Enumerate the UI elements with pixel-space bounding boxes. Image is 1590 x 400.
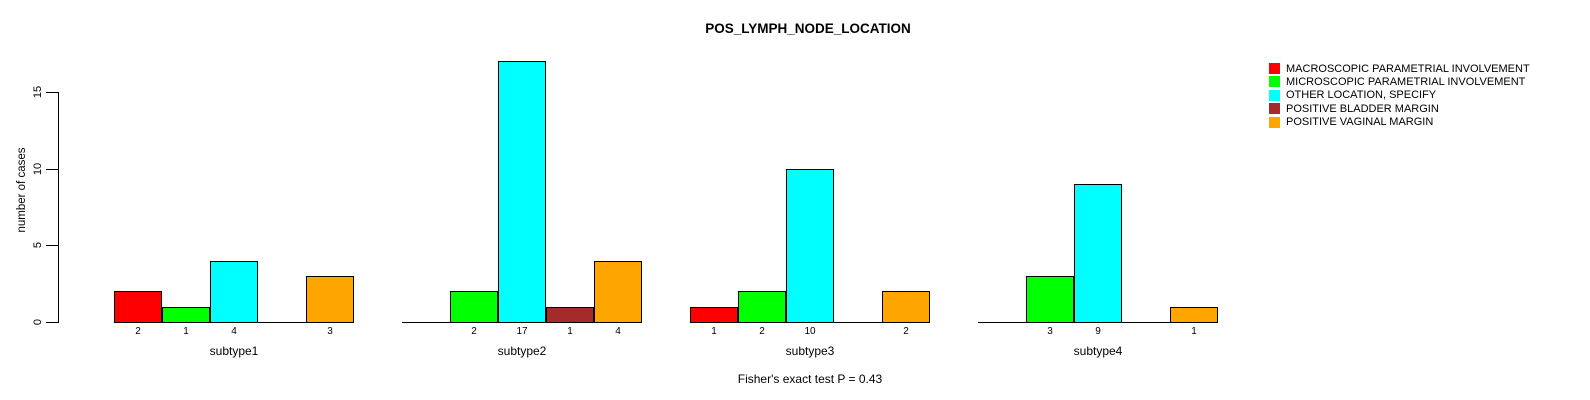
bar bbox=[1170, 307, 1218, 323]
bar-value-label: 2 bbox=[759, 326, 765, 337]
legend-swatch bbox=[1269, 76, 1280, 87]
legend-swatch bbox=[1269, 63, 1280, 74]
bar-value-label: 1 bbox=[183, 326, 189, 337]
bar bbox=[162, 307, 210, 323]
y-tick-mark bbox=[46, 322, 58, 323]
legend-label: OTHER LOCATION, SPECIFY bbox=[1286, 89, 1437, 101]
category-label: subtype2 bbox=[497, 344, 547, 358]
bar bbox=[114, 291, 162, 323]
bar-value-label: 3 bbox=[327, 326, 333, 337]
bar bbox=[1074, 184, 1122, 323]
bar bbox=[1026, 276, 1074, 323]
bar bbox=[882, 291, 930, 323]
bar-value-label: 9 bbox=[1095, 326, 1101, 337]
y-tick-label: 0 bbox=[32, 318, 44, 326]
legend-swatch bbox=[1269, 117, 1280, 128]
legend-label: POSITIVE BLADDER MARGIN bbox=[1286, 103, 1439, 115]
bar-value-label: 4 bbox=[231, 326, 237, 337]
bar bbox=[594, 261, 642, 323]
bar-value-label: 1 bbox=[1191, 326, 1197, 337]
category-label: subtype4 bbox=[1073, 344, 1123, 358]
y-tick-mark bbox=[46, 169, 58, 170]
bar bbox=[786, 169, 834, 323]
y-tick-mark bbox=[46, 245, 58, 246]
y-tick-label: 5 bbox=[32, 241, 44, 249]
legend-label: MACROSCOPIC PARAMETRIAL INVOLVEMENT bbox=[1286, 63, 1530, 75]
bar-value-label: 1 bbox=[711, 326, 717, 337]
bar-value-label: 2 bbox=[135, 326, 141, 337]
bar bbox=[498, 61, 546, 323]
y-tick-label: 15 bbox=[32, 85, 44, 99]
y-axis-line bbox=[58, 92, 59, 323]
legend-label: MICROSCOPIC PARAMETRIAL INVOLVEMENT bbox=[1286, 76, 1526, 88]
bar bbox=[738, 291, 786, 323]
bar-value-label: 10 bbox=[804, 326, 816, 337]
legend-label: POSITIVE VAGINAL MARGIN bbox=[1286, 116, 1434, 128]
y-axis-label: number of cases bbox=[16, 147, 28, 233]
bar-value-label: 1 bbox=[567, 326, 573, 337]
bar-value-label: 2 bbox=[471, 326, 477, 337]
y-tick-label: 10 bbox=[32, 162, 44, 176]
bar-value-label: 3 bbox=[1047, 326, 1053, 337]
category-label: subtype1 bbox=[209, 344, 259, 358]
bar-value-label: 4 bbox=[615, 326, 621, 337]
y-tick-mark bbox=[46, 92, 58, 93]
bar bbox=[546, 307, 594, 323]
legend-swatch bbox=[1269, 90, 1280, 101]
legend-swatch bbox=[1269, 103, 1280, 114]
bar bbox=[450, 291, 498, 323]
footnote: Fisher's exact test P = 0.43 bbox=[737, 372, 883, 386]
chart-title: POS_LYMPH_NODE_LOCATION bbox=[705, 21, 911, 36]
bar-value-label: 17 bbox=[516, 326, 528, 337]
bar bbox=[306, 276, 354, 323]
category-label: subtype3 bbox=[785, 344, 835, 358]
bar bbox=[690, 307, 738, 323]
bar bbox=[210, 261, 258, 323]
bar-value-label: 2 bbox=[903, 326, 909, 337]
